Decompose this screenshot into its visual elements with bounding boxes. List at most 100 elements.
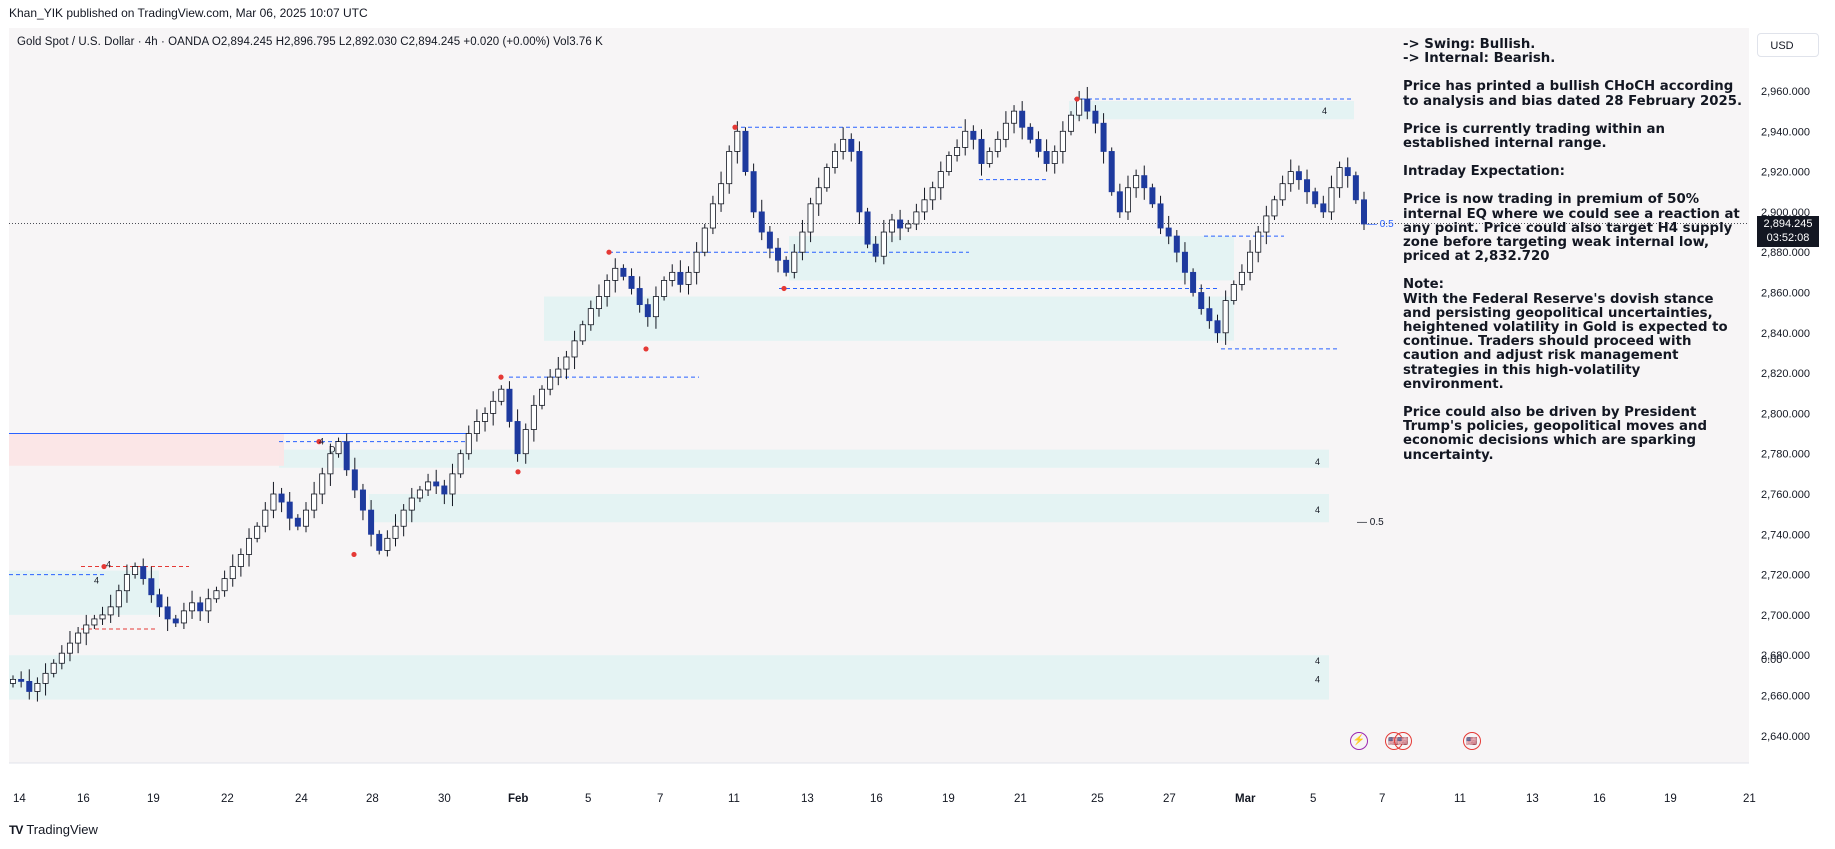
note-swing: -> Swing: Bullish.	[1403, 37, 1536, 52]
demand-zone-feb13	[789, 236, 1234, 281]
candle	[620, 264, 627, 281]
candle	[579, 320, 586, 345]
candle	[1304, 169, 1311, 204]
bull-candle-body	[791, 251, 798, 273]
candle	[132, 562, 139, 579]
candle	[148, 566, 155, 603]
y-tick-label: 2,880.000	[1761, 247, 1810, 259]
bear-candle-body	[1320, 203, 1327, 213]
us-economic-event-icon-3[interactable]: 🇺🇸	[1463, 732, 1481, 750]
candle	[83, 614, 90, 646]
candle	[1165, 215, 1172, 245]
candle	[1149, 183, 1156, 208]
candle	[1051, 145, 1058, 174]
demand-zone-jan27	[279, 449, 1329, 468]
bull-candle-body	[42, 672, 49, 684]
bull-candle-body	[1328, 187, 1335, 213]
x-tick-label: Feb	[508, 793, 528, 805]
candle	[661, 276, 668, 301]
candle	[213, 586, 220, 603]
candle	[123, 564, 130, 603]
candle	[1312, 187, 1319, 208]
bull-candle-body	[75, 632, 82, 644]
candle	[278, 487, 285, 513]
demand-zone-feb7	[544, 296, 1234, 341]
bull-candle-body	[237, 554, 244, 567]
bull-candle-body	[1002, 122, 1009, 140]
bear-candle-body	[775, 247, 782, 261]
candle	[1230, 280, 1237, 305]
chart-area[interactable]: 4 4 4 4 4 4 4 4 D — 0.5— 0.5 2,960.000 2,940.000 2,9…	[9, 28, 1835, 819]
bear-candle-body	[1108, 151, 1115, 193]
candle	[1214, 314, 1221, 343]
candle	[1019, 101, 1026, 140]
candle	[905, 219, 912, 233]
bull-candle-body	[823, 167, 830, 189]
supply-zone-left	[9, 433, 284, 466]
candle	[34, 677, 41, 702]
zone-timeframe-tag: 4	[94, 576, 99, 586]
candle	[180, 602, 187, 630]
candle	[18, 671, 25, 688]
candle	[986, 147, 993, 168]
candle	[262, 502, 269, 533]
candle	[441, 479, 448, 505]
note-choch: Price has printed a bullish CHoCH accord…	[1403, 79, 1743, 109]
x-tick-label: 16	[1593, 793, 1606, 805]
bear-candle-body	[197, 602, 204, 612]
candle	[58, 645, 65, 670]
bear-candle-body	[677, 271, 684, 285]
bull-candle-body	[888, 219, 895, 233]
candle	[115, 584, 122, 617]
y-tick-label: 2,860.000	[1761, 288, 1810, 300]
candle	[433, 469, 440, 494]
bear-candle-body	[766, 231, 773, 249]
candle	[156, 588, 163, 617]
publish-info: Khan_YIK published on TradingView.com, M…	[9, 6, 368, 20]
x-tick-label: 11	[1454, 793, 1466, 805]
y-tick-label: 2,760.000	[1761, 489, 1810, 501]
bear-candle-body	[1304, 179, 1311, 193]
bull-candle-body	[652, 296, 659, 318]
candle	[1190, 268, 1197, 297]
bear-candle-body	[359, 489, 366, 511]
bull-candle-body	[335, 441, 342, 455]
bull-candle-body	[205, 598, 212, 612]
candle	[1222, 290, 1229, 345]
candle	[1084, 86, 1091, 120]
bull-candle-body	[807, 203, 814, 233]
lightning-event-icon[interactable]: ⚡	[1350, 732, 1368, 750]
candle	[465, 425, 472, 460]
candle	[140, 558, 147, 585]
bull-candle-body	[107, 606, 114, 616]
last-price-value: 2,894.245	[1763, 218, 1813, 230]
currency-selector[interactable]: USD	[1757, 33, 1819, 57]
bull-candle-body	[490, 400, 497, 414]
bear-candle-body	[1165, 227, 1172, 237]
bull-candle-body	[579, 324, 586, 342]
bull-candle-body	[994, 138, 1001, 152]
bull-candle-body	[1011, 110, 1018, 124]
candle	[514, 409, 521, 462]
footer-brand[interactable]: TV TradingView	[9, 822, 98, 837]
us-economic-event-icon-2[interactable]: 🇺🇸	[1394, 732, 1412, 750]
candle	[587, 300, 594, 331]
candle	[1116, 183, 1123, 218]
bear-candle-body	[1027, 126, 1034, 140]
bear-candle-body	[750, 171, 757, 213]
candle	[1068, 111, 1075, 136]
y-tick-label: 2,780.000	[1761, 449, 1810, 461]
bear-candle-body	[172, 618, 179, 624]
zone-timeframe-tag: 4	[1315, 674, 1320, 684]
candle	[1100, 113, 1107, 164]
bear-candle-body	[368, 509, 375, 535]
x-tick-label: 28	[366, 793, 379, 805]
bear-candle-body	[1206, 308, 1213, 322]
bear-candle-body	[26, 680, 33, 692]
bull-candle-body	[1222, 300, 1229, 334]
x-tick-label: 16	[870, 793, 883, 805]
candle	[473, 409, 480, 442]
bear-candle-body	[376, 533, 383, 551]
swing-point-dot	[101, 563, 107, 570]
